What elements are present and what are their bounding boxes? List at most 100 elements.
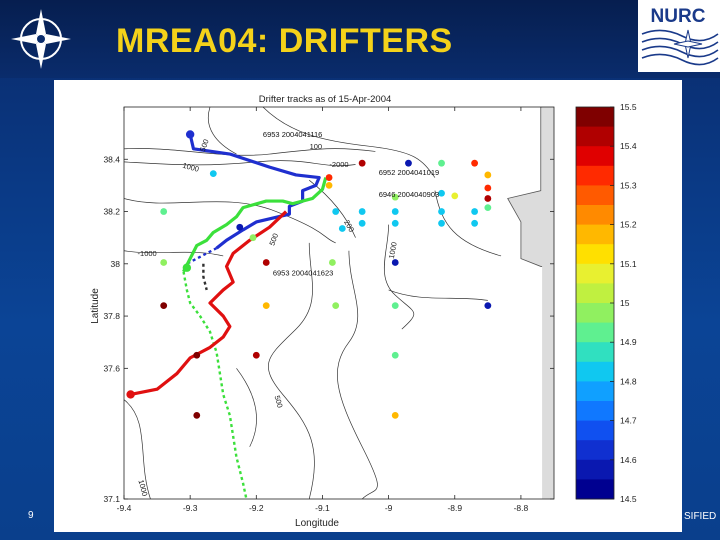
mooring-point	[391, 351, 399, 359]
drifter-label: 6953 2004041116	[263, 130, 322, 139]
x-tick-label: -9.1	[315, 503, 330, 513]
mooring-point	[249, 234, 257, 242]
contour-label: 1000	[387, 241, 399, 259]
mooring-point	[338, 225, 346, 232]
ocean-background	[124, 107, 554, 499]
colorbar-segment	[576, 361, 614, 382]
mooring-point	[209, 170, 217, 178]
colorbar-tick-label: 15.3	[620, 180, 637, 190]
colorbar-tick-label: 14.9	[620, 337, 637, 347]
bathymetry-contour	[124, 148, 376, 156]
mooring-point	[358, 219, 366, 227]
mooring-point	[262, 259, 270, 266]
bathymetry-contour	[434, 190, 502, 257]
contour-label: 500	[198, 138, 211, 153]
colorbar-segment	[576, 185, 614, 206]
mooring-point	[358, 159, 366, 167]
colorbar-segment	[576, 381, 614, 402]
y-axis-label: Latitude	[90, 288, 101, 324]
nurc-logo: NURC	[638, 0, 720, 72]
bathymetry-contour	[124, 198, 336, 244]
bathymetry-contour	[268, 242, 315, 499]
colorbar-segment	[576, 440, 614, 461]
colorbar-segment	[576, 107, 614, 128]
y-tick-label: 37.1	[103, 494, 120, 504]
colorbar-segment	[576, 420, 614, 441]
dashed-track	[202, 263, 208, 291]
colorbar-tick-label: 14.8	[620, 376, 637, 386]
mooring-point	[451, 192, 459, 200]
track-start-point	[126, 390, 135, 399]
mooring-point	[193, 411, 201, 419]
x-tick-label: -9.2	[249, 503, 264, 513]
drifter-track	[130, 210, 288, 397]
mooring-point	[160, 302, 168, 310]
mooring-point	[484, 171, 492, 179]
x-tick-label: -8.9	[447, 503, 462, 513]
chart-title: Drifter tracks as of 15-Apr-2004	[259, 94, 392, 105]
drifter-label: 6953 2004041623	[273, 269, 333, 278]
mooring-point	[391, 259, 399, 266]
mooring-point	[484, 204, 492, 212]
mooring-point	[471, 219, 479, 227]
bathymetry-contour	[236, 368, 257, 447]
mooring-point	[252, 351, 260, 359]
mooring-point	[391, 193, 399, 201]
mooring-point	[471, 208, 479, 215]
colorbar-tick-label: 15.4	[620, 141, 637, 151]
colorbar-segment	[576, 244, 614, 265]
colorbar-segment	[576, 126, 614, 147]
mooring-point	[328, 259, 336, 266]
y-tick-label: 37.8	[103, 311, 120, 321]
bathymetry-contour	[388, 289, 488, 301]
contour-label: 500	[273, 394, 285, 408]
mooring-point	[391, 411, 399, 419]
land-strip	[542, 107, 554, 499]
mooring-point	[325, 174, 333, 181]
mooring-point	[332, 302, 340, 310]
bathymetry-contour	[337, 250, 378, 499]
figure-panel: Drifter tracks as of 15-Apr-2004 Longitu…	[54, 80, 682, 532]
drifter-label: 6946 2004040903	[379, 190, 439, 199]
colorbar-tick-label: 14.6	[620, 455, 637, 465]
contour-label: -1000	[138, 249, 157, 258]
colorbar-segment	[576, 459, 614, 480]
mooring-point	[391, 208, 399, 215]
x-tick-label: -9.4	[117, 503, 132, 513]
colorbar-segment	[576, 205, 614, 226]
plot-area: 500 100-200010002005001000-10005001000695…	[124, 107, 554, 499]
bathymetry-contour	[383, 224, 415, 330]
mooring-point	[193, 351, 201, 359]
colorbar-tick-label: 15.5	[620, 102, 637, 112]
x-tick-label: -9.3	[183, 503, 198, 513]
colorbar-segment	[576, 303, 614, 324]
colorbar-segment	[576, 479, 614, 500]
x-tick-label: -9	[385, 503, 393, 513]
track-start-point	[182, 263, 192, 272]
colorbar-segment	[576, 283, 614, 304]
colorbar-tick-label: 14.5	[620, 494, 637, 504]
mooring-point	[438, 159, 445, 167]
colorbar-segment	[576, 263, 614, 284]
bathymetry-contour	[124, 250, 224, 257]
drifter-track	[188, 134, 321, 250]
mooring-point	[484, 195, 492, 202]
colorbar-segment	[576, 401, 614, 422]
colorbar-tick-label: 14.7	[620, 416, 637, 426]
mooring-point	[160, 259, 168, 266]
mooring-point	[405, 159, 412, 167]
mooring-point	[471, 159, 479, 167]
drifter-tracks-chart: Drifter tracks as of 15-Apr-2004 Longitu…	[90, 94, 637, 529]
mooring-point	[358, 208, 366, 215]
mooring-point	[391, 302, 399, 310]
drifter-label: 6952 2004041019	[379, 168, 439, 177]
slide-number: 9	[28, 510, 34, 521]
y-tick-label: 38	[111, 259, 121, 269]
colorbar-segment	[576, 342, 614, 363]
colorbar-segment	[576, 224, 614, 245]
mooring-point	[160, 208, 168, 215]
mooring-point	[325, 182, 333, 189]
mooring-point	[391, 219, 399, 227]
colorbar-segment	[576, 146, 614, 167]
dashed-track	[182, 271, 248, 499]
